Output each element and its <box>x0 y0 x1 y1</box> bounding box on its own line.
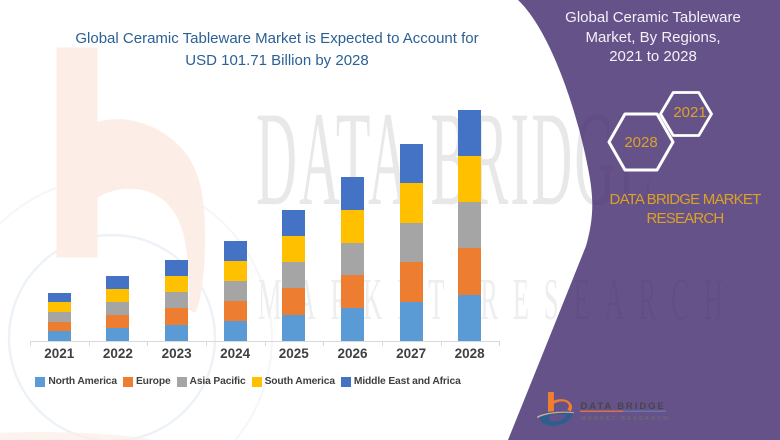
svg-text:MARKET RESEARCH: MARKET RESEARCH <box>581 416 669 422</box>
svg-text:DATA BRIDGE: DATA BRIDGE <box>581 401 666 412</box>
